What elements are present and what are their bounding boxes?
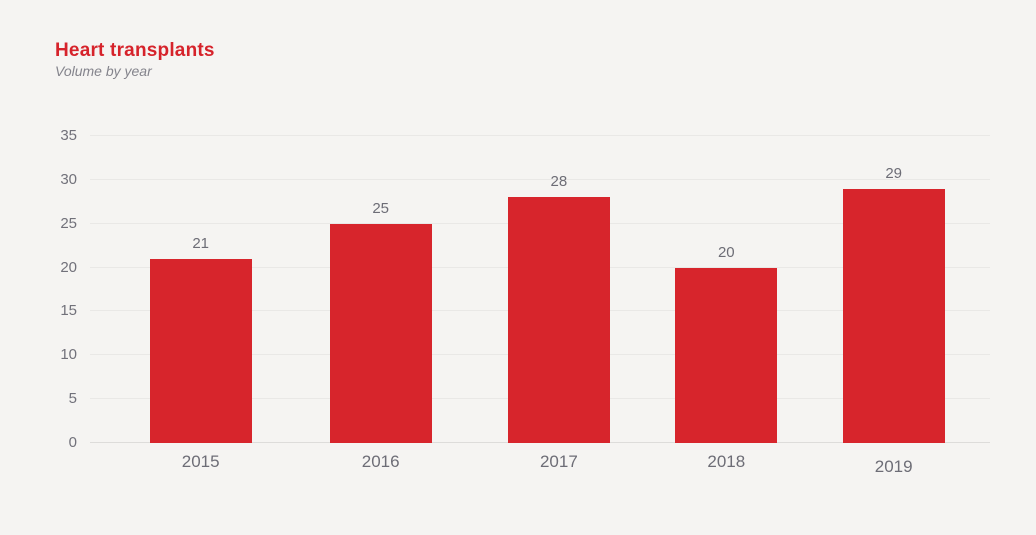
bar-value-label-2018: 20 (717, 243, 735, 261)
chart-subtitle: Volume by year (55, 63, 152, 79)
x-axis-tick-2018: 2018 (707, 452, 746, 471)
bar-group-2015: 21 (149, 136, 252, 443)
x-axis-tick-2019: 2019 (874, 457, 913, 476)
bar-2016 (329, 223, 432, 443)
bar-2015 (149, 258, 252, 443)
chart-header: Heart transplants Volume by year (55, 40, 215, 80)
bar-value-label-2019: 29 (885, 164, 903, 182)
bar-group-2016: 25 (329, 136, 432, 443)
y-axis-tick-5: 5 (68, 390, 77, 408)
x-axis: 2015 2016 2017 2018 2019 (90, 452, 990, 486)
bar-2018 (675, 267, 778, 443)
y-axis-tick-35: 35 (60, 127, 77, 144)
y-axis-tick-10: 10 (60, 346, 77, 364)
x-axis-tick-2015: 2015 (181, 452, 220, 471)
y-axis-tick-15: 15 (60, 302, 77, 320)
bar-group-2019: 29 (842, 136, 945, 443)
y-axis-tick-20: 20 (60, 258, 77, 276)
bar-value-label-2017: 28 (550, 173, 568, 191)
bar-value-label-2015: 21 (192, 234, 210, 252)
y-axis-tick-0: 0 (68, 434, 77, 451)
y-axis-tick-30: 30 (60, 170, 77, 188)
chart-title: Heart transplants (55, 40, 215, 61)
bar-2019 (842, 188, 945, 443)
y-axis-tick-25: 25 (60, 214, 77, 232)
gridline-30 (90, 178, 990, 180)
y-axis: 0 5 10 15 20 25 30 35 (30, 127, 77, 451)
x-axis-tick-2016: 2016 (361, 452, 400, 471)
bar-2017 (507, 197, 610, 443)
bar-group-2017: 28 (507, 136, 610, 443)
plot-area: 21 25 28 20 29 (90, 135, 990, 443)
x-axis-tick-2017: 2017 (539, 452, 578, 471)
bar-group-2018: 20 (675, 136, 778, 443)
gridline-35 (90, 135, 990, 136)
bar-value-label-2016: 25 (372, 199, 390, 217)
